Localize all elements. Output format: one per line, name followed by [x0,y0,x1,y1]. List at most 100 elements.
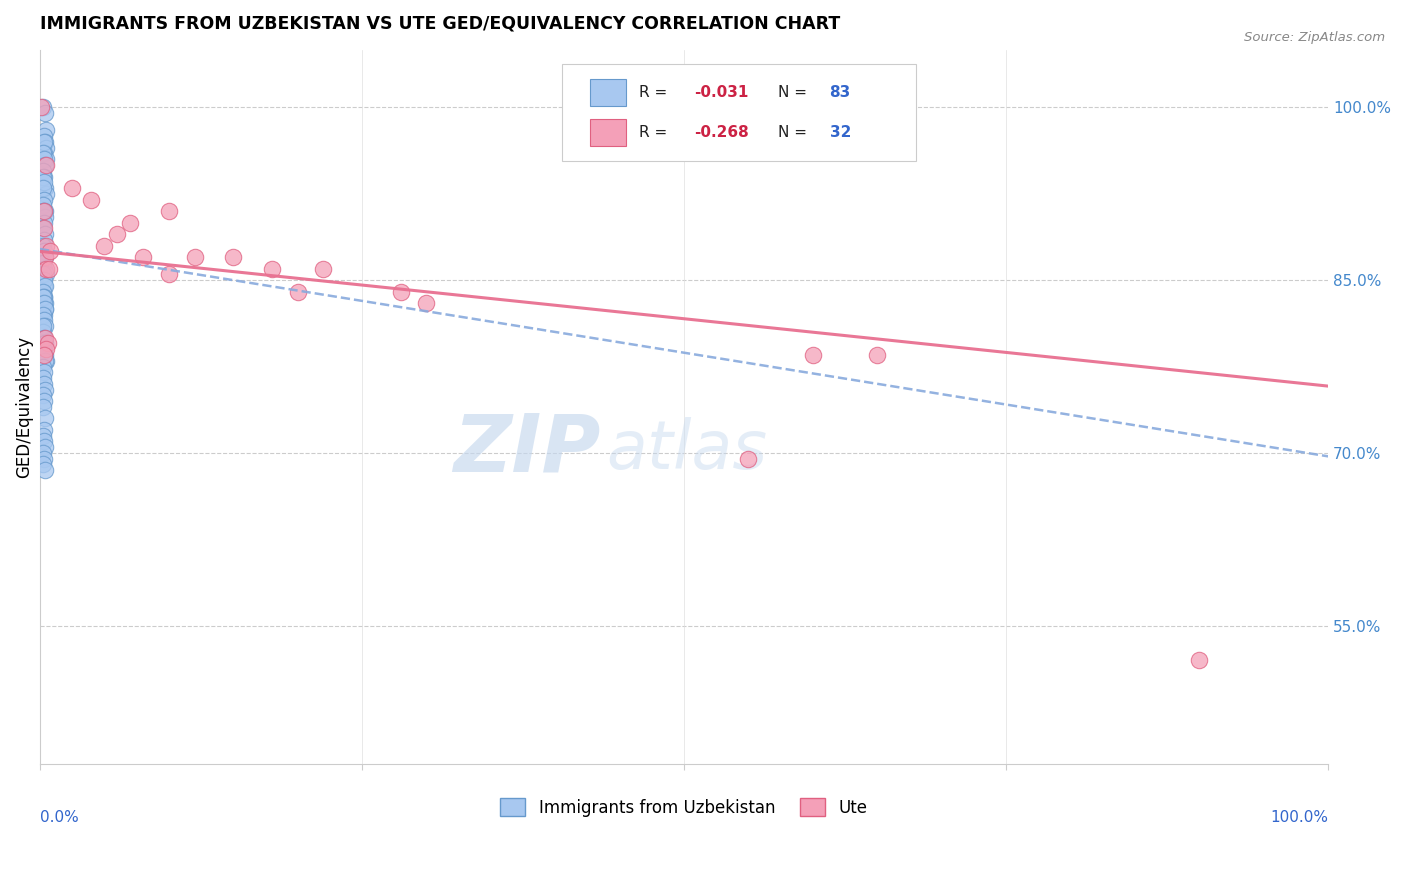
Point [32,273,55,287]
Point [34,250,56,264]
Point [32,261,55,276]
Point [1188,653,1211,667]
Text: 0.0%: 0.0% [39,810,79,825]
Point [34,204,56,219]
Point [32,290,55,304]
Point [32,365,55,379]
Point [34,336,56,351]
Point [32,348,55,362]
Point [183,250,205,264]
Text: ZIP: ZIP [453,410,600,489]
Point [31,343,53,357]
Point [32,204,55,219]
Point [120,216,142,230]
Point [32,169,55,184]
Point [31,181,53,195]
Point [32,331,55,345]
Point [32,135,55,149]
Point [34,135,56,149]
Point [34,301,56,316]
Point [35,353,58,368]
Point [31,198,53,212]
Point [31,371,53,385]
Point [60,181,83,195]
Point [32,376,55,391]
FancyBboxPatch shape [591,79,626,106]
Point [32,244,55,259]
Text: Source: ZipAtlas.com: Source: ZipAtlas.com [1244,31,1385,45]
Point [35,153,58,167]
Point [31,446,53,460]
Point [35,261,58,276]
Text: N =: N = [778,125,807,140]
Point [312,261,335,276]
Point [31,400,53,414]
Point [34,279,56,293]
Point [30,100,52,114]
Point [31,290,53,304]
Point [34,331,56,345]
Point [31,296,53,310]
Point [35,141,58,155]
Point [737,451,759,466]
Y-axis label: GED/Equivalency: GED/Equivalency [15,335,32,478]
Point [32,204,55,219]
Point [31,256,53,270]
Point [31,336,53,351]
Text: atlas: atlas [607,417,768,483]
Point [415,296,437,310]
Point [132,250,155,264]
Text: 83: 83 [830,85,851,100]
Point [32,290,55,304]
Point [34,227,56,241]
Point [32,451,55,466]
Point [222,250,245,264]
Text: -0.268: -0.268 [695,125,749,140]
Point [32,343,55,357]
Point [31,163,53,178]
Point [38,261,60,276]
Text: R =: R = [638,125,668,140]
Text: R =: R = [638,85,668,100]
Point [32,129,55,144]
Point [31,169,53,184]
Point [34,250,56,264]
Point [866,348,889,362]
Point [32,193,55,207]
Point [32,308,55,322]
Point [31,359,53,374]
Text: -0.031: -0.031 [695,85,749,100]
Point [32,394,55,409]
Point [35,268,58,282]
Point [31,273,53,287]
Point [32,313,55,327]
Point [34,440,56,454]
Point [31,221,53,235]
Point [32,233,55,247]
Point [31,388,53,402]
Point [32,221,55,235]
Point [34,319,56,334]
Point [39,244,62,259]
Point [34,353,56,368]
Point [34,348,56,362]
Point [32,331,55,345]
Point [34,106,56,120]
Point [31,100,53,114]
Point [31,146,53,161]
Point [34,296,56,310]
Point [389,285,412,299]
Point [34,301,56,316]
Point [34,411,56,425]
Text: 100.0%: 100.0% [1270,810,1329,825]
FancyBboxPatch shape [561,64,915,161]
Point [32,216,55,230]
Point [35,186,58,201]
Point [31,319,53,334]
Point [287,285,309,299]
Point [32,279,55,293]
Point [32,348,55,362]
Point [32,423,55,437]
Point [32,434,55,449]
Point [32,146,55,161]
